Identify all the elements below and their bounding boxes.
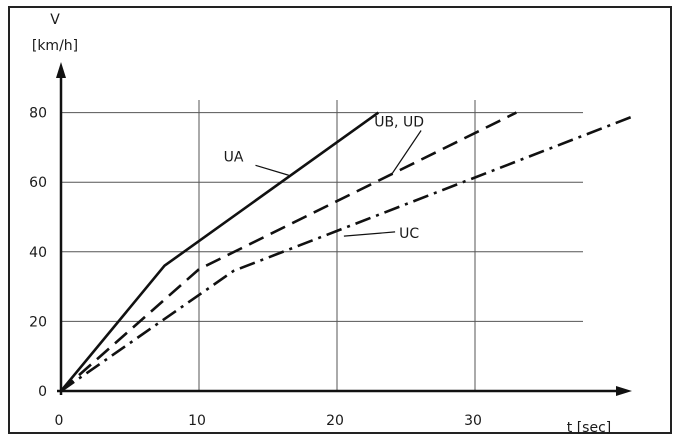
series-leader-1 bbox=[255, 164, 289, 176]
axes bbox=[56, 62, 632, 396]
y-tick-label: 0 bbox=[38, 384, 47, 400]
series-label-1: UA bbox=[224, 149, 244, 165]
x-tick-label: 10 bbox=[188, 413, 206, 429]
series-label-2: UB, UD bbox=[374, 115, 424, 131]
series-line-1 bbox=[59, 111, 380, 392]
x-axis-arrow bbox=[616, 386, 632, 396]
y-tick-label: 40 bbox=[29, 245, 47, 261]
y-axis-unit: [km/h] bbox=[32, 38, 78, 54]
y-tick-label: 60 bbox=[29, 175, 47, 191]
x-axis-label: t [sec] bbox=[567, 420, 611, 436]
y-axis-label: V bbox=[50, 12, 60, 28]
series-label-3: UC bbox=[399, 226, 419, 242]
series-line-3 bbox=[60, 114, 635, 393]
series-line-2 bbox=[60, 111, 517, 392]
series-leader-2 bbox=[391, 130, 422, 174]
x-tick-label: 30 bbox=[464, 413, 482, 429]
series-lines bbox=[59, 111, 635, 393]
y-tick-label: 80 bbox=[29, 106, 47, 122]
series-leader-3 bbox=[343, 231, 396, 237]
y-tick-label: 20 bbox=[29, 314, 47, 330]
series-labels: UA UB, UD UC bbox=[224, 115, 424, 242]
grid bbox=[61, 100, 583, 391]
x-tick-label: 0 bbox=[55, 413, 64, 429]
chart-frame bbox=[8, 6, 672, 434]
x-tick-label: 20 bbox=[326, 413, 344, 429]
y-axis-arrow bbox=[56, 62, 66, 78]
tick-labels: 0 20 40 60 80 0 10 20 30 bbox=[29, 106, 482, 429]
